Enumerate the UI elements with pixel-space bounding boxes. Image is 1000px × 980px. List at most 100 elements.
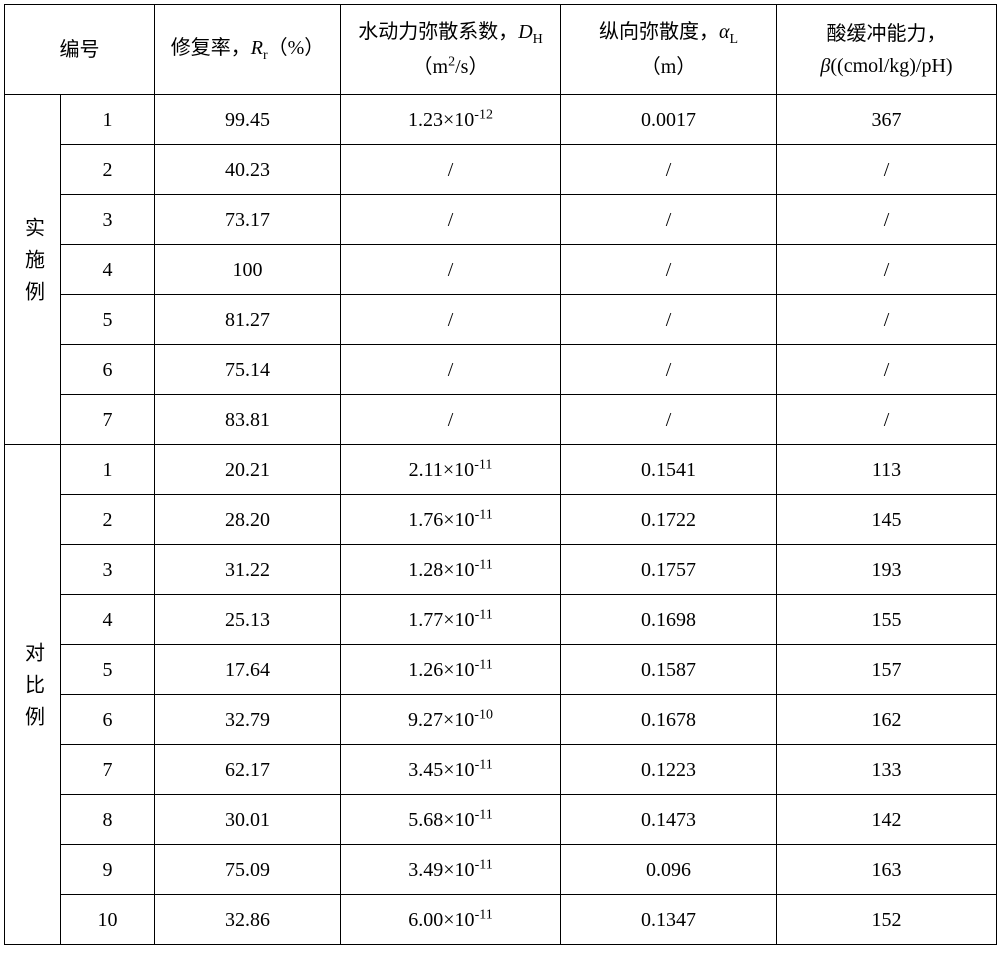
cell-rr: 32.79 — [155, 695, 341, 745]
cell-al: 0.0017 — [561, 95, 777, 145]
cell-rr: 30.01 — [155, 795, 341, 845]
header-beta-sym: β — [820, 55, 830, 77]
cell-al: 0.1722 — [561, 495, 777, 545]
cell-dh: 3.45×10-11 — [341, 745, 561, 795]
table-row: 5 17.64 1.26×10-11 0.1587 157 — [5, 645, 997, 695]
cell-n: 7 — [61, 745, 155, 795]
cell-beta: 163 — [777, 845, 997, 895]
header-al-sub: L — [729, 32, 738, 47]
cell-al: / — [561, 245, 777, 295]
cell-dh: 3.49×10-11 — [341, 845, 561, 895]
cell-dh: / — [341, 295, 561, 345]
table-row: 5 81.27 / / / — [5, 295, 997, 345]
cell-al: / — [561, 195, 777, 245]
header-row: 编号 修复率，Rr（%） 水动力弥散系数，DH（m2/s） 纵向弥散度，αL（m… — [5, 5, 997, 95]
cell-rr: 83.81 — [155, 395, 341, 445]
cell-n: 6 — [61, 345, 155, 395]
cell-dh-exp: -11 — [475, 907, 493, 922]
header-al-unit: （m） — [641, 56, 697, 78]
cell-dh-pre: 1.28×10 — [408, 559, 474, 581]
header-id: 编号 — [5, 5, 155, 95]
table-row: 2 40.23 / / / — [5, 145, 997, 195]
cell-al: / — [561, 295, 777, 345]
table-row: 对比例 1 20.21 2.11×10-11 0.1541 113 — [5, 445, 997, 495]
cell-al: 0.1473 — [561, 795, 777, 845]
cell-rr: 40.23 — [155, 145, 341, 195]
cell-dh-pre: 6.00×10 — [408, 909, 474, 931]
cell-n: 9 — [61, 845, 155, 895]
table-row: 10 32.86 6.00×10-11 0.1347 152 — [5, 895, 997, 945]
cell-dh-pre: 1.26×10 — [408, 659, 474, 681]
cell-dh: 2.11×10-11 — [341, 445, 561, 495]
cell-dh-pre: 9.27×10 — [408, 709, 474, 731]
cell-n: 3 — [61, 195, 155, 245]
cell-dh-exp: -11 — [475, 557, 493, 572]
cell-beta: / — [777, 145, 997, 195]
cell-al: 0.1678 — [561, 695, 777, 745]
header-beta: 酸缓冲能力，β((cmol/kg)/pH) — [777, 5, 997, 95]
header-dh: 水动力弥散系数，DH（m2/s） — [341, 5, 561, 95]
cell-dh-exp: -11 — [475, 857, 493, 872]
header-rr-sym: R — [251, 37, 263, 59]
table-row: 9 75.09 3.49×10-11 0.096 163 — [5, 845, 997, 895]
header-dh-sub: H — [533, 32, 543, 47]
cell-dh: / — [341, 245, 561, 295]
cell-dh: 1.77×10-11 — [341, 595, 561, 645]
cell-dh-exp: -11 — [475, 757, 493, 772]
cell-n: 8 — [61, 795, 155, 845]
cell-al: / — [561, 145, 777, 195]
cell-dh-exp: -11 — [475, 607, 493, 622]
cell-beta: / — [777, 295, 997, 345]
cell-al: 0.1223 — [561, 745, 777, 795]
cell-n: 2 — [61, 495, 155, 545]
cell-al: 0.1541 — [561, 445, 777, 495]
cell-rr: 25.13 — [155, 595, 341, 645]
header-rr-pre: 修复率， — [171, 37, 251, 59]
cell-dh: / — [341, 145, 561, 195]
cell-n: 4 — [61, 245, 155, 295]
cell-n: 7 — [61, 395, 155, 445]
cell-dh-pre: 5.68×10 — [408, 809, 474, 831]
cell-rr: 75.09 — [155, 845, 341, 895]
table-row: 4 25.13 1.77×10-11 0.1698 155 — [5, 595, 997, 645]
header-rr-unit: （%） — [268, 37, 325, 59]
group-label-examples-text: 实施例 — [17, 217, 49, 313]
cell-beta: 133 — [777, 745, 997, 795]
cell-al: 0.1757 — [561, 545, 777, 595]
cell-n: 5 — [61, 295, 155, 345]
cell-beta: 155 — [777, 595, 997, 645]
header-al-sym: α — [719, 21, 730, 43]
cell-beta: 142 — [777, 795, 997, 845]
cell-dh-exp: -11 — [475, 807, 493, 822]
group-label-examples: 实施例 — [5, 95, 61, 445]
cell-n: 1 — [61, 445, 155, 495]
cell-n: 2 — [61, 145, 155, 195]
cell-dh: 1.76×10-11 — [341, 495, 561, 545]
cell-beta: 145 — [777, 495, 997, 545]
header-al: 纵向弥散度，αL （m） — [561, 5, 777, 95]
cell-al: 0.1347 — [561, 895, 777, 945]
cell-al: / — [561, 345, 777, 395]
cell-al: 0.1587 — [561, 645, 777, 695]
cell-dh-pre: 3.49×10 — [408, 859, 474, 881]
cell-dh-pre: 3.45×10 — [408, 759, 474, 781]
header-dh-pre: 水动力弥散系数， — [358, 21, 518, 43]
cell-al: 0.096 — [561, 845, 777, 895]
cell-beta: / — [777, 245, 997, 295]
cell-beta: 193 — [777, 545, 997, 595]
cell-dh-exp: -12 — [474, 107, 493, 122]
table-row: 4 100 / / / — [5, 245, 997, 295]
group-label-comparisons: 对比例 — [5, 445, 61, 945]
cell-dh: 5.68×10-11 — [341, 795, 561, 845]
cell-rr: 99.45 — [155, 95, 341, 145]
header-al-pre: 纵向弥散度， — [599, 21, 719, 43]
cell-n: 1 — [61, 95, 155, 145]
cell-rr: 75.14 — [155, 345, 341, 395]
cell-n: 6 — [61, 695, 155, 745]
cell-n: 4 — [61, 595, 155, 645]
cell-rr: 73.17 — [155, 195, 341, 245]
cell-beta: 113 — [777, 445, 997, 495]
table-row: 3 73.17 / / / — [5, 195, 997, 245]
header-beta-pre: 酸缓冲能力， — [827, 23, 947, 45]
cell-rr: 32.86 — [155, 895, 341, 945]
